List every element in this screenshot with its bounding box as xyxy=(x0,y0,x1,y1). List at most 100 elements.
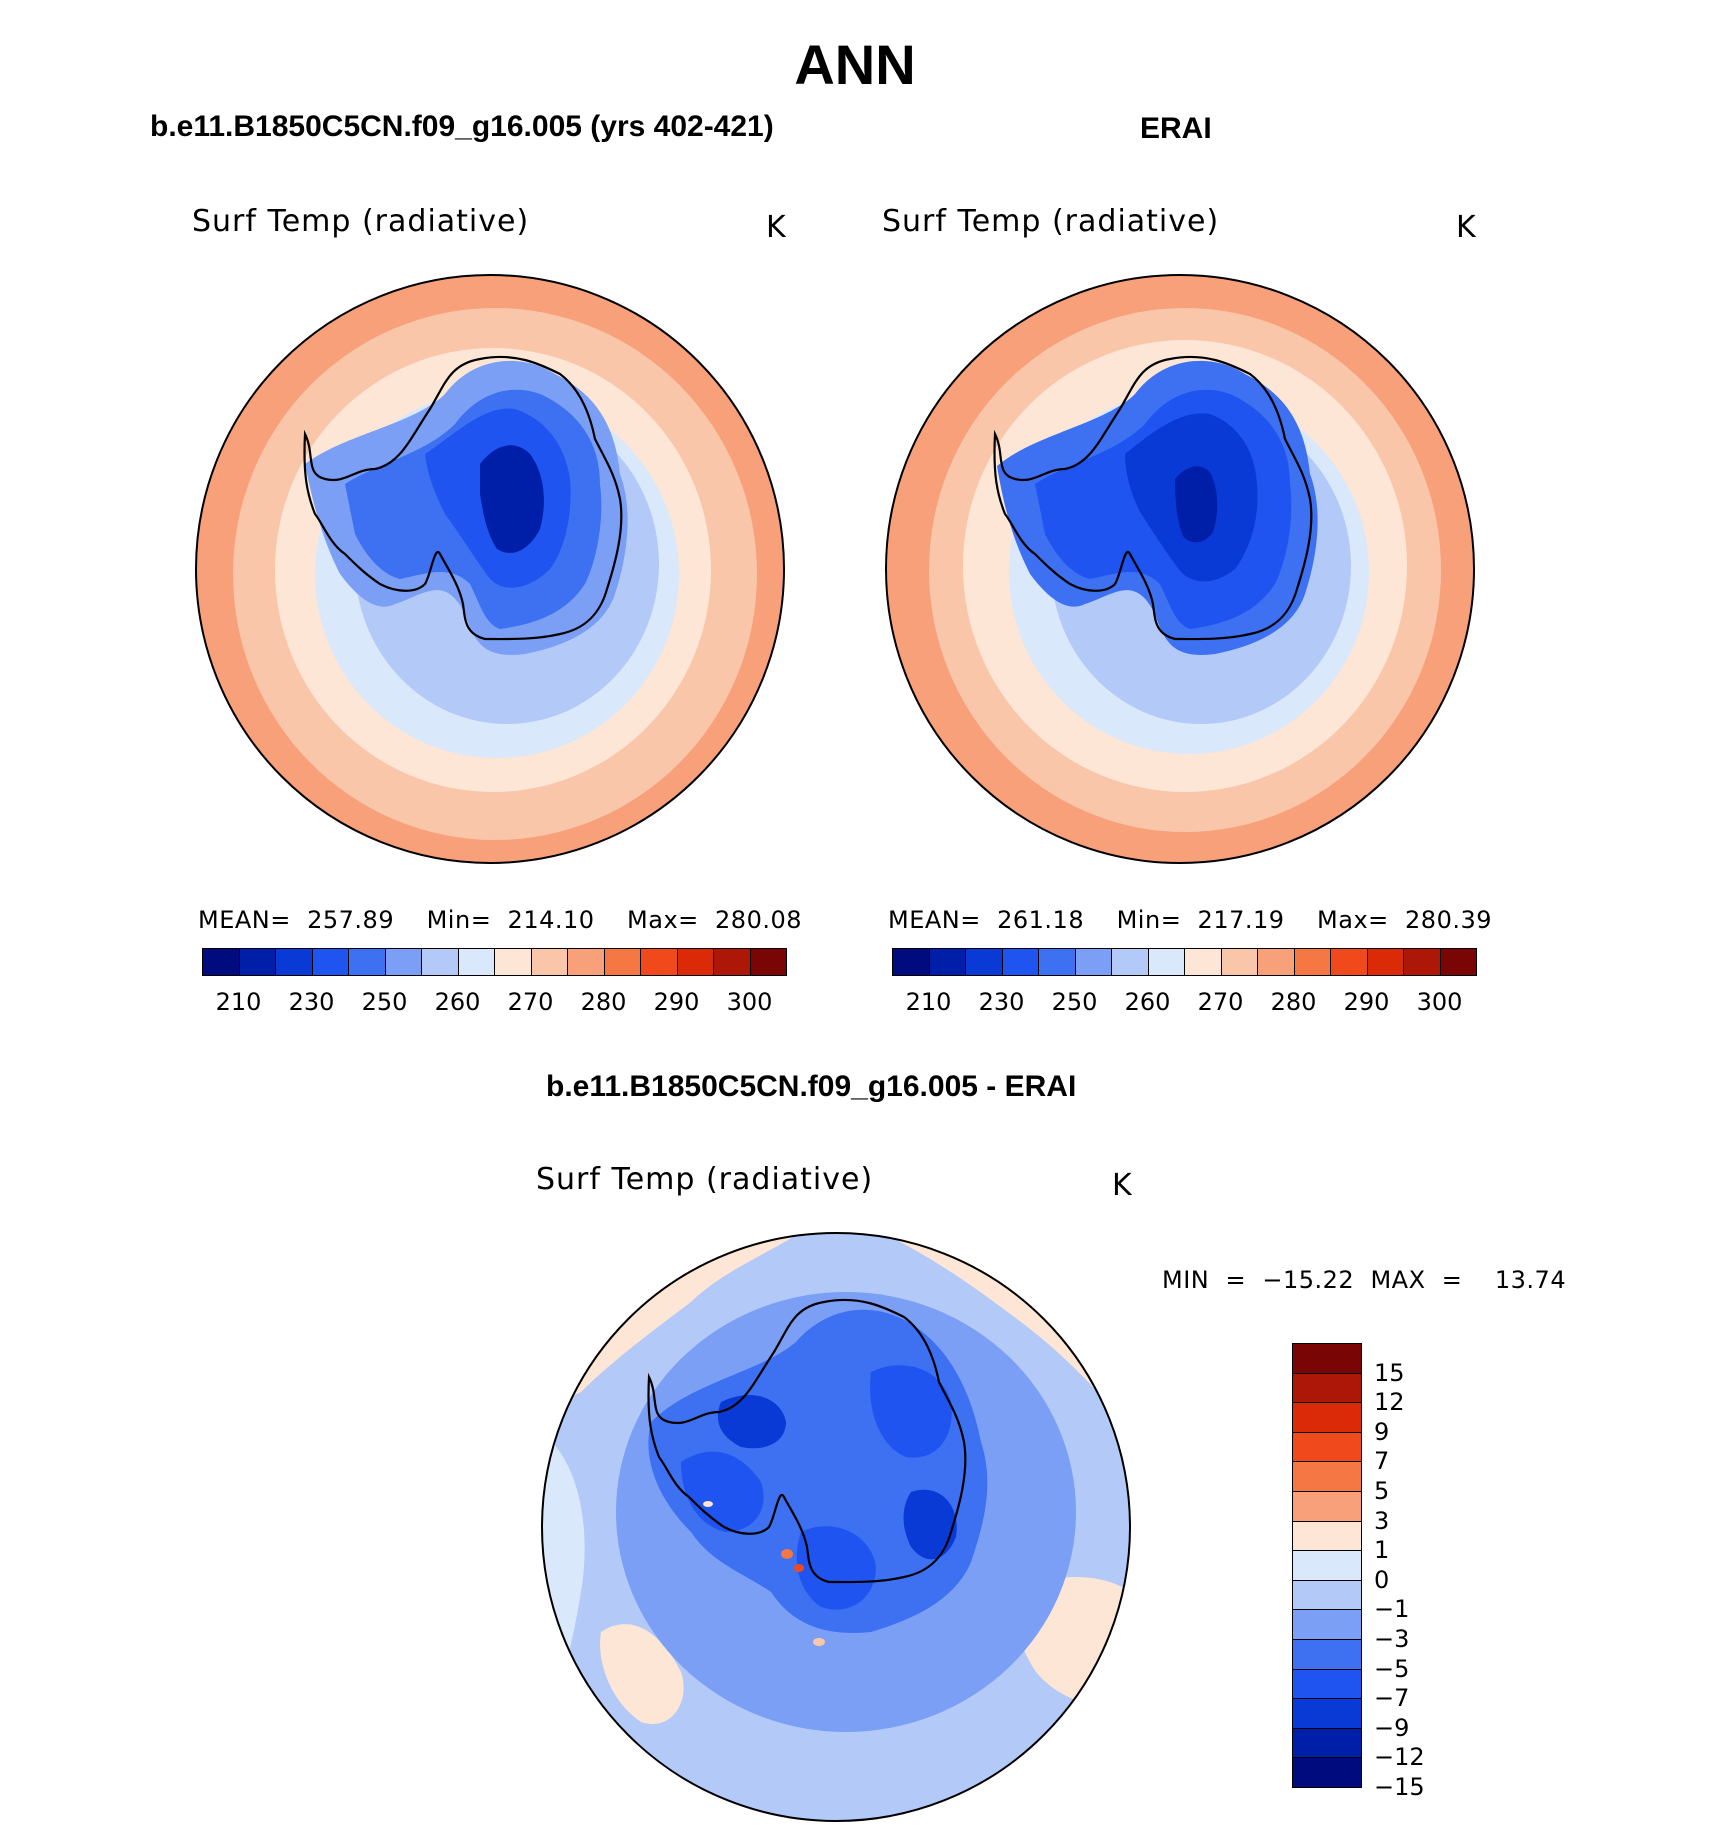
obs-colorbar-swatch xyxy=(1221,949,1258,975)
obs-colorbar-tick-label: 300 xyxy=(1416,988,1463,1016)
obs-panel-header: ERAI xyxy=(1140,112,1212,145)
diff-colorbar-swatch xyxy=(1293,1491,1361,1522)
diff-colorbar-tick-label: 5 xyxy=(1374,1477,1390,1505)
diff-panel-header: b.e11.B1850C5CN.f09_g16.005 - ERAI xyxy=(546,1070,1077,1103)
model-colorbar-swatch xyxy=(531,949,568,975)
diff-colorbar-tick-label: 12 xyxy=(1374,1388,1405,1417)
model-colorbar-swatch xyxy=(604,949,641,975)
coastline xyxy=(647,1298,967,1584)
diff-colorbar-tick-label: −15 xyxy=(1374,1773,1425,1801)
diff-colorbar-swatch xyxy=(1293,1758,1361,1787)
model-colorbar-swatch xyxy=(750,949,786,975)
obs-colorbar-swatch xyxy=(1404,949,1441,975)
diff-colorbar-tick-label: −9 xyxy=(1374,1713,1410,1742)
model-colorbar-swatch xyxy=(495,949,532,975)
obs-colorbar-tick-label: 230 xyxy=(978,988,1025,1016)
obs-colorbar-tick-label: 250 xyxy=(1051,988,1098,1016)
model-colorbar-tick-label: 210 xyxy=(215,988,262,1016)
model-colorbar-swatch xyxy=(422,949,459,975)
diff-colorbar-swatch xyxy=(1293,1580,1361,1611)
obs-colorbar-tick-label: 260 xyxy=(1124,988,1171,1016)
diff-colorbar-swatch xyxy=(1293,1610,1361,1640)
diff-colorbar-swatch xyxy=(1293,1551,1361,1581)
obs-colorbar-swatch xyxy=(966,949,1003,975)
model-colorbar-tick-label: 260 xyxy=(434,988,481,1016)
obs-colorbar-swatch xyxy=(1112,949,1149,975)
model-colorbar-swatch xyxy=(276,949,313,975)
coastline xyxy=(303,355,623,641)
diff-colorbar-tick-label: −7 xyxy=(1374,1684,1410,1713)
diff-colorbar-swatch xyxy=(1293,1373,1361,1404)
obs-polar-map xyxy=(885,274,1475,864)
diff-stats: MIN = −15.22 MAX = 13.74 xyxy=(1162,1266,1567,1294)
diff-colorbar-tick-label: 1 xyxy=(1374,1536,1390,1565)
deficit-cluster xyxy=(903,1489,957,1560)
deficit-cluster xyxy=(870,1365,952,1458)
model-colorbar-tick-label: 300 xyxy=(726,988,773,1016)
model-colorbar-tick-label: 250 xyxy=(361,988,408,1016)
deficit-cluster xyxy=(796,1526,876,1610)
obs-colorbar-swatch xyxy=(1075,949,1112,975)
obs-colorbar-swatch xyxy=(1331,949,1368,975)
model-variable-label: Surf Temp (radiative) xyxy=(192,204,530,239)
obs-colorbar xyxy=(892,948,1477,976)
model-colorbar-swatch xyxy=(203,949,240,975)
obs-colorbar-swatch xyxy=(1148,949,1185,975)
diff-colorbar-tick-label: 0 xyxy=(1374,1565,1390,1594)
diff-colorbar-tick-label: 3 xyxy=(1374,1506,1390,1535)
diff-colorbar-tick-label: −12 xyxy=(1374,1743,1425,1772)
warm-spot xyxy=(703,1501,713,1507)
diff-colorbar-tick-label: −3 xyxy=(1374,1625,1410,1653)
model-colorbar-swatch xyxy=(641,949,678,975)
diff-colorbar-swatch xyxy=(1293,1403,1361,1433)
model-polar-map xyxy=(195,274,785,864)
model-colorbar-swatch xyxy=(677,949,714,975)
model-stats: MEAN= 257.89 Min= 214.10 Max= 280.08 xyxy=(198,906,803,934)
model-colorbar-tick-label: 270 xyxy=(507,988,554,1016)
diff-colorbar-swatch xyxy=(1293,1521,1361,1552)
antarctica-core xyxy=(1175,466,1218,543)
obs-colorbar-swatch xyxy=(1258,949,1295,975)
diff-polar-map xyxy=(541,1232,1131,1822)
diff-colorbar-swatch xyxy=(1293,1432,1361,1463)
model-panel-header: b.e11.B1850C5CN.f09_g16.005 (yrs 402-421… xyxy=(150,110,774,143)
model-colorbar-swatch xyxy=(458,949,495,975)
model-colorbar-tick-label: 230 xyxy=(288,988,335,1016)
obs-colorbar-tick-label: 280 xyxy=(1270,988,1317,1016)
diff-colorbar-tick-label: 15 xyxy=(1374,1358,1405,1387)
diff-colorbar xyxy=(1292,1343,1362,1788)
model-colorbar xyxy=(202,948,787,976)
model-colorbar-swatch xyxy=(568,949,605,975)
obs-colorbar-swatch xyxy=(893,949,930,975)
diff-variable-label: Surf Temp (radiative) xyxy=(536,1162,874,1197)
model-colorbar-swatch xyxy=(349,949,386,975)
diff-colorbar-tick-label: 7 xyxy=(1374,1447,1390,1476)
obs-colorbar-swatch xyxy=(1185,949,1222,975)
model-colorbar-swatch xyxy=(714,949,751,975)
obs-colorbar-tick-label: 210 xyxy=(905,988,952,1016)
diff-units-label: K xyxy=(1112,1168,1133,1203)
model-units-label: K xyxy=(766,210,787,245)
warm-spot xyxy=(813,1638,825,1646)
warm-spot xyxy=(781,1549,793,1559)
deficit-cluster xyxy=(717,1394,786,1449)
obs-colorbar-tick-label: 290 xyxy=(1343,988,1390,1016)
warm-anomaly xyxy=(600,1624,684,1724)
obs-colorbar-swatch xyxy=(1002,949,1039,975)
diff-colorbar-swatch xyxy=(1293,1462,1361,1492)
obs-variable-label: Surf Temp (radiative) xyxy=(882,204,1220,239)
model-colorbar-tick-label: 280 xyxy=(580,988,627,1016)
deficit-cluster xyxy=(681,1451,764,1532)
obs-colorbar-swatch xyxy=(1367,949,1404,975)
diff-colorbar-tick-label: 9 xyxy=(1374,1417,1390,1446)
diff-colorbar-swatch xyxy=(1293,1639,1361,1670)
antarctica-core xyxy=(480,445,544,553)
coastline xyxy=(993,355,1313,641)
diff-colorbar-swatch xyxy=(1293,1344,1361,1374)
model-colorbar-tick-label: 290 xyxy=(653,988,700,1016)
obs-units-label: K xyxy=(1456,210,1477,245)
obs-colorbar-swatch xyxy=(1440,949,1476,975)
diff-colorbar-tick-label: −1 xyxy=(1374,1595,1410,1624)
diff-colorbar-swatch xyxy=(1293,1728,1361,1759)
model-colorbar-swatch xyxy=(385,949,422,975)
